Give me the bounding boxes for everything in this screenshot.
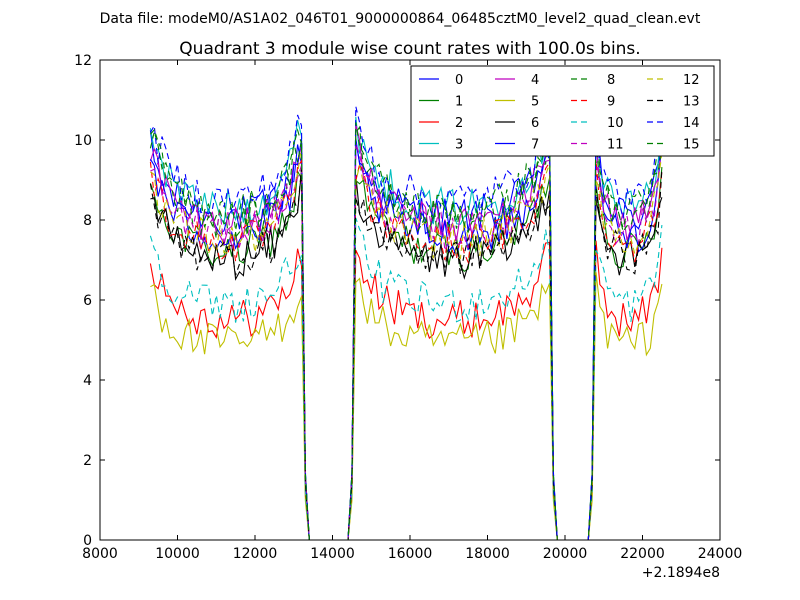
x-tick-label: 24000	[698, 546, 743, 562]
legend-label-11: 11	[607, 138, 624, 153]
legend-label-15: 15	[683, 138, 700, 153]
legend-label-0: 0	[455, 73, 463, 88]
legend-label-13: 13	[683, 95, 700, 110]
x-tick-label: 8000	[82, 546, 118, 562]
y-tick-label: 0	[83, 533, 92, 549]
x-tick-label: 12000	[233, 546, 278, 562]
series-line-14	[149, 106, 663, 540]
legend-label-9: 9	[607, 95, 615, 110]
x-offset-label: +2.1894e8	[642, 565, 720, 581]
plot-area: 8000 10000 12000 14000 16000 18000 20000 22000 2…	[74, 53, 742, 562]
series-line-10	[149, 217, 663, 540]
x-tick-label: 16000	[388, 546, 433, 562]
legend-label-10: 10	[607, 116, 624, 131]
y-tick-label: 12	[74, 53, 92, 69]
chart-title: Quadrant 3 module wise count rates with …	[179, 39, 640, 59]
ticks-layer: 8000 10000 12000 14000 16000 18000 20000 22000 2…	[74, 53, 742, 562]
y-tick-label: 4	[83, 373, 92, 389]
legend-label-1: 1	[455, 95, 463, 110]
series-line-9	[149, 159, 663, 540]
legend-label-12: 12	[683, 73, 700, 88]
series-line-7	[149, 138, 663, 540]
y-tick-label: 2	[83, 453, 92, 469]
legend-label-4: 4	[531, 73, 539, 88]
x-tick-label: 20000	[543, 546, 588, 562]
y-tick-label: 6	[83, 293, 92, 309]
legend-label-7: 7	[531, 138, 539, 153]
series-line-8	[149, 119, 663, 540]
legend-label-8: 8	[607, 73, 615, 88]
series-line-4	[149, 124, 663, 540]
x-tick-label: 18000	[465, 546, 510, 562]
series-line-3	[149, 116, 663, 540]
y-tick-label: 10	[74, 133, 92, 149]
legend-label-3: 3	[455, 138, 463, 153]
legend-label-14: 14	[683, 116, 700, 131]
x-tick-label: 10000	[155, 546, 200, 562]
y-tick-label: 8	[83, 213, 92, 229]
series-line-1	[149, 167, 663, 540]
x-tick-label: 22000	[620, 546, 665, 562]
series-line-11	[150, 143, 663, 540]
series-line-5	[150, 272, 663, 540]
x-tick-label: 14000	[310, 546, 355, 562]
series-line-6	[150, 170, 663, 540]
series-line-13	[149, 168, 663, 540]
legend-label-2: 2	[455, 116, 463, 131]
series-layer	[149, 106, 663, 540]
legend-label-6: 6	[531, 116, 539, 131]
series-line-2	[149, 240, 663, 540]
legend-label-5: 5	[531, 95, 539, 110]
figure-suptitle: Data file: modeM0/AS1A02_046T01_90000008…	[100, 11, 701, 27]
legend-box	[410, 65, 715, 157]
